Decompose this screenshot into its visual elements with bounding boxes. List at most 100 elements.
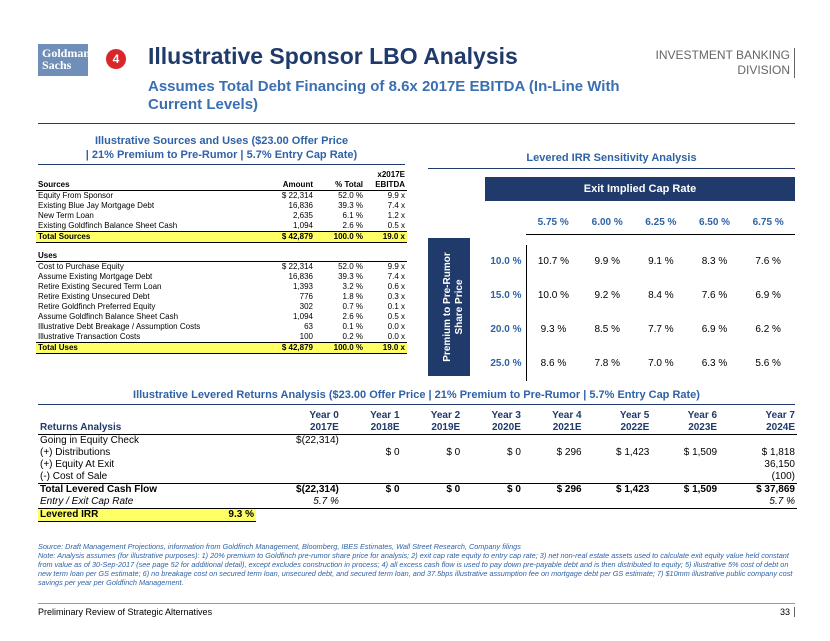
- year: Year 1: [370, 410, 400, 421]
- cell: Cost to Purchase Equity: [38, 261, 124, 271]
- cell: $ 22,314: [281, 191, 313, 200]
- cell: Illustrative Debt Breakage / Assumption …: [38, 321, 201, 331]
- section-title: Levered IRR Sensitivity Analysis: [526, 152, 697, 164]
- row-label: 15.0 %: [472, 278, 527, 313]
- column-header: Sources: [36, 170, 251, 191]
- row: Uses: [36, 250, 407, 262]
- cell: 1.8 %: [342, 291, 363, 301]
- row: Total Sources $ 42,879 100.0 % 19.0 x: [36, 231, 407, 243]
- cell: 2,635: [292, 211, 313, 220]
- cell: 6.9 %: [701, 323, 728, 335]
- returns-table: Year 0 Year 1 Year 2 Year 3 Year 4 Year 5 Year…: [38, 410, 797, 522]
- corner: [38, 410, 256, 422]
- cell: 6.2 %: [755, 323, 781, 335]
- row-label: Entry / Exit Cap Rate: [38, 496, 256, 509]
- cell: $ 0: [462, 483, 523, 496]
- cell: $ 0: [385, 447, 400, 458]
- sensitivity-table: 5.75 % 6.00 % 6.25 % 6.50 % 6.75 % 10.0 % 10.7…: [472, 212, 795, 381]
- row-label: Going in Equity Check: [40, 435, 139, 446]
- cell: [402, 471, 463, 484]
- cell: [251, 250, 407, 262]
- row: Retire Existing Secured Term Loan 1,393 3.…: [36, 282, 407, 292]
- logo-line: Goldman: [42, 46, 91, 60]
- cell: 1.2 x: [387, 211, 405, 220]
- badge: 4: [106, 49, 126, 69]
- cell: [584, 459, 652, 471]
- row: Entry / Exit Cap Rate 5.7 % 5.7 %: [38, 496, 797, 509]
- cell: 0.5 x: [387, 221, 405, 230]
- column-label: 6.75 %: [741, 212, 795, 235]
- year: Year 5: [619, 410, 650, 421]
- sources-uses-table: Sources Amount% Total x2017E EBITDA Equity …: [36, 170, 407, 354]
- period: 2019E: [401, 422, 463, 435]
- row: Cost to Purchase Equity $ 22,314 52.0 % 9.9…: [36, 261, 407, 272]
- cell: 36,150: [764, 459, 795, 470]
- cell: 19.0 x: [365, 231, 407, 243]
- row: Equity From Sponsor $ 22,314 52.0 % 9.9 x: [36, 191, 407, 202]
- cell: 2.6 %: [342, 311, 363, 321]
- cell: [651, 471, 719, 484]
- cell: 7.4 x: [387, 201, 405, 210]
- cell: Equity From Sponsor: [38, 191, 114, 200]
- cell: 19.0 x: [365, 341, 407, 354]
- cell: 10.0 %: [537, 289, 570, 301]
- cell: Assume Goldfinch Balance Sheet Cash: [38, 311, 179, 321]
- cell: 2.6 %: [342, 221, 363, 230]
- spacer: [472, 235, 795, 245]
- cell: [584, 435, 652, 448]
- year: Year 2: [430, 410, 461, 421]
- column-label: 6.25 %: [634, 212, 688, 235]
- cell: 7.4 x: [387, 271, 405, 281]
- section-title: Illustrative Levered Returns Analysis ($…: [133, 389, 700, 401]
- cell: [462, 471, 523, 484]
- column-label: 6.00 %: [580, 212, 635, 235]
- corner: [472, 212, 526, 235]
- cell: Illustrative Transaction Costs: [38, 331, 141, 341]
- column-header: Amount: [251, 170, 315, 191]
- cell: $ 1,423: [583, 483, 652, 496]
- cell: Retire Goldfinch Preferred Equity: [38, 301, 156, 311]
- cell: Retire Existing Unsecured Debt: [38, 291, 150, 301]
- cell: 52.0 %: [338, 261, 363, 271]
- cell: $ 0: [401, 483, 463, 496]
- year: Year 7: [765, 410, 795, 421]
- row: Existing Blue Jay Mortgage Debt 16,836 39.…: [36, 201, 407, 211]
- row: Total Uses $ 42,879 100.0 % 19.0 x: [36, 341, 407, 354]
- cell: 52.0 %: [338, 191, 363, 200]
- cell: 9.9 %: [594, 255, 621, 267]
- cell: Existing Blue Jay Mortgage Debt: [38, 201, 155, 210]
- cell: 9.9 x: [387, 261, 405, 271]
- cell: $ 0: [507, 447, 521, 458]
- section-label: Uses: [36, 250, 251, 262]
- row: (-) Cost of Sale (100): [38, 471, 797, 484]
- spacer: [36, 243, 407, 251]
- note: Note: Analysis assumes (for illustrative…: [38, 551, 793, 587]
- row-header-band: [428, 238, 470, 376]
- cell: [523, 459, 584, 471]
- cell: 7.8 %: [594, 357, 621, 369]
- cell: 9.2 %: [594, 289, 621, 301]
- cell: 0.1 x: [387, 301, 405, 311]
- cell: 0.5 x: [387, 311, 405, 321]
- cell: 302: [299, 301, 313, 311]
- cell: [522, 496, 584, 509]
- cell: 3.2 %: [342, 281, 363, 291]
- cell: 0.6 x: [387, 281, 405, 291]
- cell: 5.6 %: [755, 357, 781, 369]
- cell: Assume Existing Mortgage Debt: [38, 271, 153, 281]
- cell: $(22,314): [256, 483, 341, 496]
- cell: 16,836: [288, 201, 313, 210]
- row: Total Levered Cash Flow $(22,314) $ 0 $ 0 $ …: [38, 483, 797, 496]
- cell: [462, 496, 523, 509]
- cell: 8.3 %: [701, 255, 728, 267]
- cell: Existing Goldfinch Balance Sheet Cash: [38, 221, 178, 230]
- cell: 0.1 %: [342, 321, 363, 331]
- cell: 16,836: [288, 271, 313, 281]
- row: (+) Distributions $ 0 $ 0 $ 0 $ 296 $ 1,423 $ …: [38, 447, 797, 459]
- cell: [651, 496, 720, 509]
- logo-line: Sachs: [42, 58, 72, 72]
- cell: [340, 496, 402, 509]
- period: 2021E: [522, 422, 584, 435]
- section-title: Illustrative Sources and Uses ($23.00 Of…: [38, 134, 405, 162]
